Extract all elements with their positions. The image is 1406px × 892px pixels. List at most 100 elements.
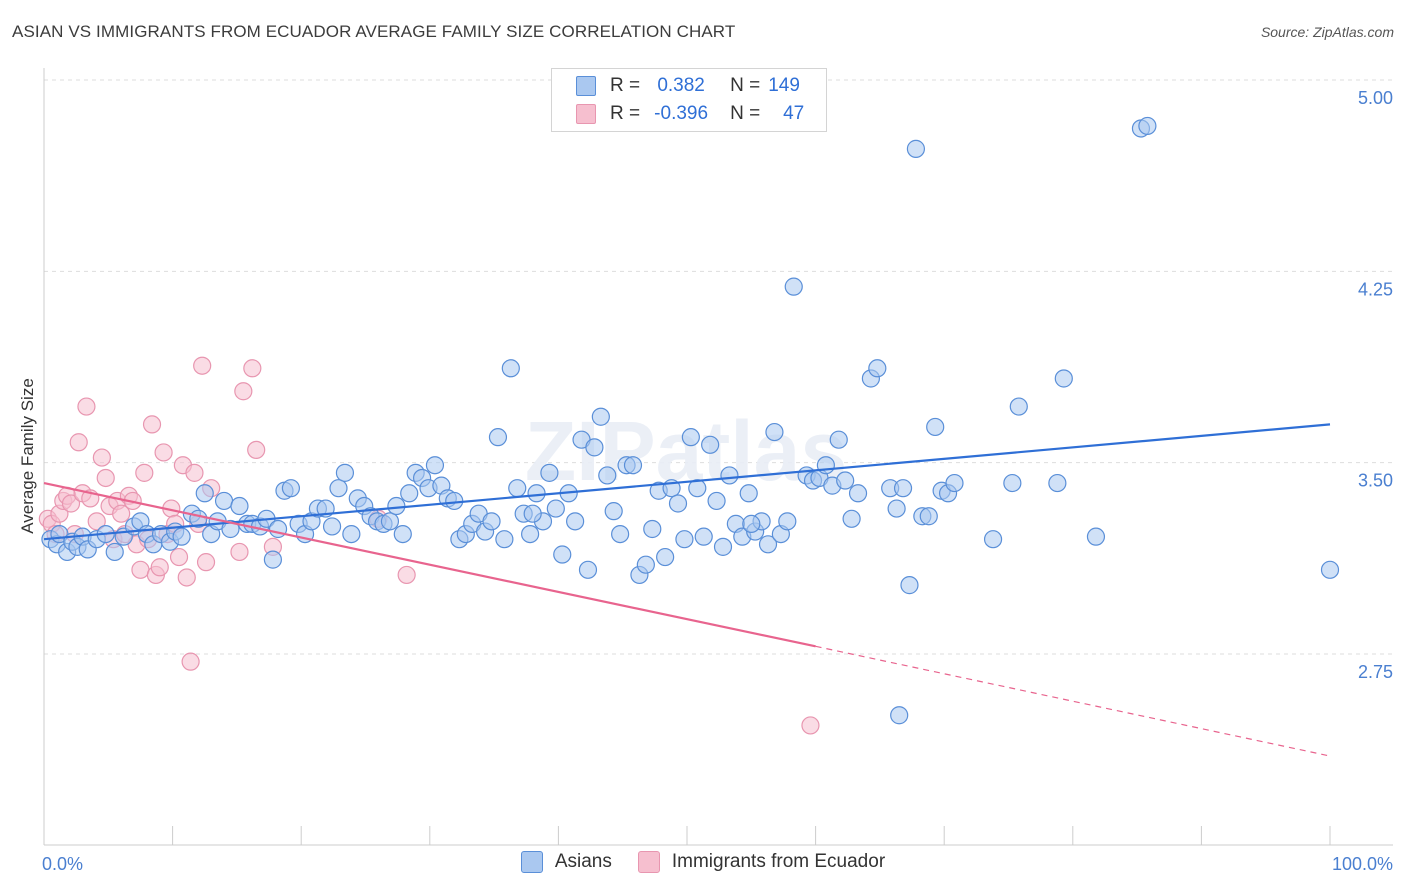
- asian-point: [501, 359, 520, 378]
- ecuador-trendline-extension: [815, 645, 1331, 757]
- asian-point: [758, 535, 778, 554]
- asian-point: [400, 484, 419, 503]
- legend-item-ecuador[interactable]: Immigrants from Ecuador: [637, 851, 886, 873]
- ecuador-points: [38, 356, 820, 735]
- asians-legend-icon: [520, 851, 543, 873]
- legend-label-asians: Asians: [554, 851, 612, 872]
- asian-point: [1048, 473, 1067, 493]
- asian-point: [887, 499, 906, 518]
- y-tick-labels: 5.00 4.25 3.50 2.75: [1358, 88, 1393, 682]
- asian-point: [784, 277, 803, 296]
- r-label: R =: [610, 103, 641, 124]
- asian-point: [495, 530, 514, 549]
- asian-point: [623, 456, 643, 475]
- asian-point: [739, 484, 758, 503]
- ecuador-point: [61, 494, 81, 513]
- legend-label-ecuador: Immigrants from Ecuador: [671, 851, 886, 872]
- asian-point: [848, 484, 868, 503]
- asian-point: [656, 547, 675, 567]
- asian-point: [598, 466, 617, 485]
- asian-point: [214, 491, 234, 511]
- asian-point: [553, 545, 572, 564]
- asian-point: [816, 456, 835, 475]
- n-value: 149: [768, 75, 800, 96]
- asian-point: [1009, 397, 1028, 416]
- asian-point: [694, 527, 713, 546]
- ecuador-point: [150, 558, 169, 577]
- asian-trendline: [43, 423, 1331, 541]
- asian-point: [445, 491, 464, 511]
- asian-point: [611, 524, 630, 544]
- asian-point: [425, 456, 445, 475]
- asian-point: [668, 494, 688, 513]
- ecuador-point: [234, 382, 253, 401]
- asian-point: [566, 512, 585, 531]
- asian-point: [900, 576, 919, 595]
- asian-point: [1320, 560, 1340, 579]
- ecuador-point: [142, 415, 162, 434]
- asian-point: [842, 509, 861, 528]
- ecuador-point: [69, 433, 88, 452]
- ecuador-swatch-icon: [576, 104, 596, 124]
- asian-point: [765, 422, 784, 442]
- asian-point: [868, 359, 887, 378]
- asian-points: [41, 116, 1340, 725]
- asian-point: [742, 514, 761, 533]
- ecuador-point: [169, 547, 189, 567]
- trendlines: [43, 423, 1331, 757]
- asian-point: [380, 512, 400, 531]
- asian-point: [335, 463, 355, 482]
- asian-point: [707, 491, 726, 511]
- r-value: 0.382: [657, 75, 705, 96]
- asian-point: [591, 407, 610, 426]
- ecuador-point: [801, 716, 820, 735]
- asian-point: [926, 417, 945, 437]
- ecuador-point: [154, 443, 173, 462]
- ecuador-point: [193, 356, 212, 375]
- ecuador-point: [77, 397, 96, 416]
- asian-point: [688, 479, 707, 498]
- asian-point: [675, 530, 694, 549]
- y-axis-label: Average Family Size: [18, 378, 37, 534]
- ecuador-point: [181, 652, 200, 671]
- ecuador-point: [131, 560, 150, 579]
- asian-point: [585, 438, 604, 457]
- ecuador-point: [92, 448, 111, 467]
- asian-point: [829, 430, 848, 449]
- ecuador-point: [247, 440, 266, 460]
- asian-point: [636, 555, 655, 574]
- r-value: -0.396: [654, 103, 709, 124]
- asian-point: [221, 519, 240, 539]
- asian-point: [488, 428, 508, 447]
- asian-point: [836, 471, 855, 490]
- asian-point: [195, 484, 214, 503]
- asian-point: [1003, 473, 1022, 493]
- x-tick-min: 0.0%: [42, 854, 83, 874]
- asian-point: [322, 517, 342, 536]
- ecuador-point: [96, 468, 115, 488]
- asian-point: [890, 706, 909, 725]
- asian-point: [604, 502, 623, 521]
- y-tick-label: 3.50: [1358, 471, 1393, 491]
- asian-point: [172, 527, 191, 546]
- n-value: 47: [783, 103, 805, 124]
- asian-point: [329, 479, 348, 498]
- legend-item-asians[interactable]: Asians: [520, 851, 612, 873]
- asian-point: [281, 479, 301, 498]
- r-label: R =: [610, 75, 641, 96]
- ecuador-point: [185, 463, 204, 482]
- asian-point: [546, 499, 565, 518]
- watermark: ZIPatlas: [525, 404, 847, 498]
- asian-point: [508, 479, 527, 498]
- source-label: Source: ZipAtlas.com: [1260, 24, 1394, 40]
- asian-point: [521, 524, 540, 544]
- asian-point: [1086, 527, 1106, 546]
- asian-point: [1138, 116, 1157, 136]
- asian-point: [919, 507, 938, 526]
- asian-point: [393, 524, 412, 544]
- asian-point: [342, 524, 361, 544]
- stats-legend: R = 0.382 N = 149 R = -0.396 N = 47: [551, 68, 827, 132]
- n-label: N =: [730, 75, 761, 96]
- ecuador-legend-icon: [637, 851, 660, 873]
